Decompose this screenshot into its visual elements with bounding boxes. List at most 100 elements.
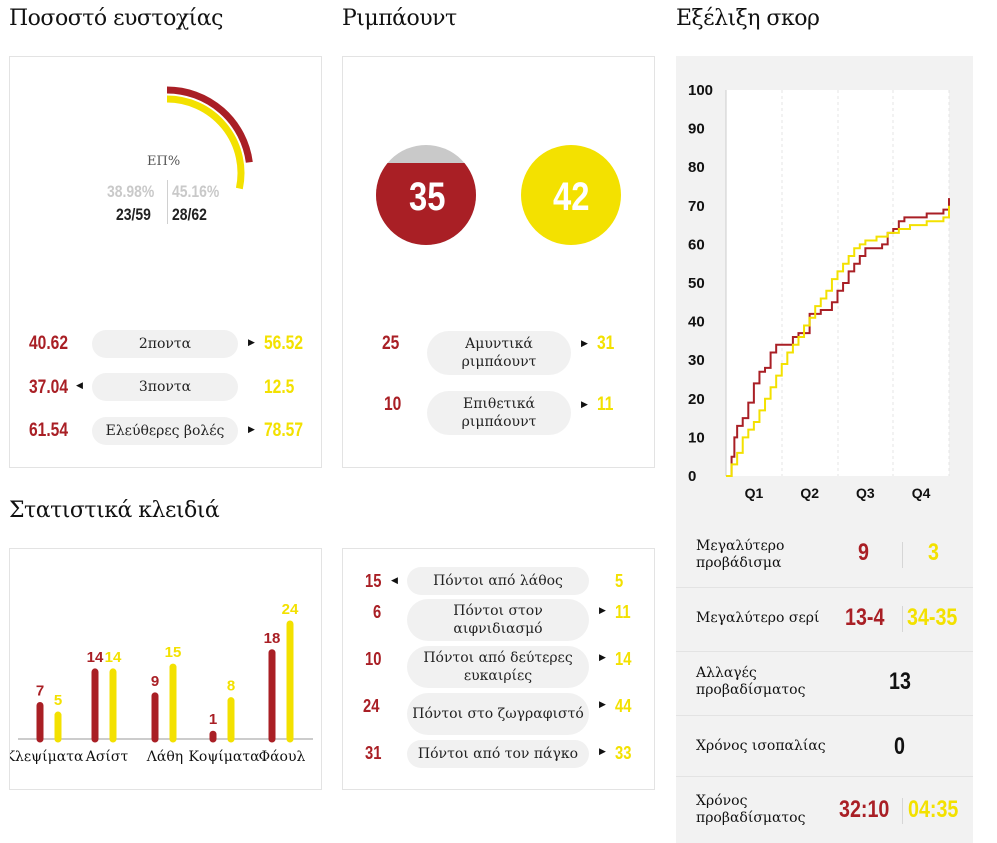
bar-category-label: Κλεψίματα [10,748,84,765]
bar-value-team2: 14 [105,649,122,666]
lead-changes-value: 13 [889,668,911,695]
y-tick-label: 90 [688,121,705,138]
x-tick-label: Q2 [800,485,819,501]
bar-category-label: Ασίστ [85,748,129,765]
bar-value-team1: 7 [36,682,44,699]
off-reb-team1: 10 [384,394,402,415]
team2-rebound-total: 42 [553,175,590,219]
bar-value-team2: 15 [165,644,182,661]
def-reb-arrow-right-icon: ▶ [581,339,588,349]
team2-fg-made: 28/62 [172,205,207,224]
off-reb-team2: 11 [597,394,614,415]
ft-arrow-right-icon: ▶ [248,425,255,435]
team1-fg-made: 23/59 [116,205,151,224]
rebounds-title: Ριμπάουντ [342,6,457,31]
pts-turnovers-label: Πόντοι από λάθος [407,567,589,595]
largest-lead-label: Μεγαλύτερο προβάδισμα [696,538,785,571]
shooting-arc-chart [166,86,253,190]
pts-paint-arrow-right-icon: ▶ [599,700,606,710]
three-pt-team2: 12.5 [264,377,295,398]
pts-fastbreak-arrow-right-icon: ▶ [599,606,606,616]
ft-team1: 61.54 [29,420,68,441]
bar-value-team1: 18 [264,630,281,647]
time-leading-team1: 32:10 [839,796,890,823]
bar-value-team2: 5 [54,692,62,709]
pts-second-chance-team2: 14 [615,649,632,669]
two-pt-team1: 40.62 [29,333,68,354]
time-leading-team2: 04:35 [908,796,959,823]
tied-time-value: 0 [894,733,905,760]
pts-paint-label: Πόντοι στο ζωγραφιστό [407,693,589,735]
largest-run-team2: 34-35 [907,604,958,631]
largest-lead-divider [902,542,903,568]
shooting-card: ΕΠ% 38.98% 45.16% 23/59 28/62 40.62 2πον… [9,56,322,468]
ft-label: Ελεύθερες βολές [92,417,238,445]
largest-lead-team1: 9 [858,539,869,566]
pts-turnovers-arrow-left-icon: ◀ [391,576,398,586]
three-pt-arrow-left-icon: ◀ [76,381,83,391]
key-stats-points-card: 15 ◀ Πόντοι από λάθος 5 6 Πόντοι στον αι… [342,548,655,790]
pts-second-chance-arrow-right-icon: ▶ [599,653,606,663]
team2-fg-arc [166,95,245,190]
y-tick-label: 50 [688,275,705,292]
pts-second-chance-label: Πόντοι από δεύτερες ευκαιρίες [407,646,589,688]
y-tick-label: 100 [688,82,713,99]
key-stats-bars-card: 7 5 Κλεψίματα 14 14 Ασίστ 9 15 Λάθη 1 8 Κοψίματα 18 2… [9,548,322,790]
bar-value-team1: 9 [151,673,159,690]
game-stats: Μεγαλύτερο προβάδισμα 9 3 Μεγαλύτερο σερ… [676,526,973,843]
fg-label: ΕΠ% [147,154,181,169]
team2-score-line [726,205,950,477]
y-tick-label: 40 [688,314,705,331]
three-pt-team1: 37.04 [29,377,68,398]
team1-rebound-fill [376,163,476,245]
pts-bench-team2: 33 [615,743,632,763]
y-tick-label: 70 [688,198,705,215]
bar-category-label: Λάθη [146,749,183,765]
score-panel: 100 90 80 70 60 50 40 30 20 10 0 Q1 Q2 Q3 Q4 Μεγαλύτε… [676,56,973,843]
team1-rebound-total: 35 [409,175,446,219]
largest-run-team1: 13-4 [845,604,885,631]
fg-divider [167,180,168,224]
pts-bench-label: Πόντοι από τον πάγκο [407,740,589,768]
bar-value-team1: 1 [209,711,217,728]
bar-value-team2: 24 [282,601,299,618]
def-reb-label: Αμυντικά ριμπάουντ [427,331,571,375]
time-leading-divider [902,798,903,824]
pts-bench-team1: 31 [365,743,382,763]
pts-fastbreak-team2: 11 [615,602,631,622]
score-evolution-title: Εξέλιξη σκορ [676,6,820,31]
team2-fg-pct: 45.16% [172,182,220,201]
pts-paint-team2: 44 [615,696,632,716]
team1-fg-arc [166,86,253,163]
time-leading-label: Χρόνος προβαδίσματος [696,793,806,826]
pts-fastbreak-team1: 6 [373,602,382,622]
team1-fg-pct: 38.98% [107,182,155,201]
two-pt-arrow-right-icon: ▶ [248,338,255,348]
pts-paint-team1: 24 [363,696,380,716]
ft-team2: 78.57 [264,420,303,441]
lead-changes-label: Αλλαγές προβαδίσματος [696,665,806,698]
pts-turnovers-team1: 15 [365,571,382,591]
rebounds-card: 35 42 25 Αμυντικά ριμπάουντ ▶ 31 10 Επιθ… [342,56,655,468]
y-tick-label: 80 [688,159,705,176]
rebounds-circles [376,145,621,245]
shooting-title: Ποσοστό ευστοχίας [9,6,223,31]
off-reb-arrow-right-icon: ▶ [581,400,588,410]
pts-fastbreak-label: Πόντοι στον αιφνιδιασμό [407,599,589,641]
pts-bench-arrow-right-icon: ▶ [599,747,606,757]
bar-value-team1: 14 [87,649,104,666]
y-tick-label: 20 [688,391,705,408]
y-tick-label: 10 [688,429,705,446]
x-tick-label: Q1 [745,485,764,501]
key-stats-title: Στατιστικά κλειδιά [9,498,220,523]
def-reb-team2: 31 [597,333,615,354]
x-tick-label: Q4 [912,485,931,501]
largest-run-divider [902,606,903,632]
bar-category-label: Φάουλ [259,749,306,765]
team1-score-line [726,198,950,477]
two-pt-team2: 56.52 [264,333,303,354]
largest-lead-team2: 3 [928,539,939,566]
bar-category-label: Κοψίματα [188,748,260,765]
pts-turnovers-team2: 5 [615,571,624,591]
